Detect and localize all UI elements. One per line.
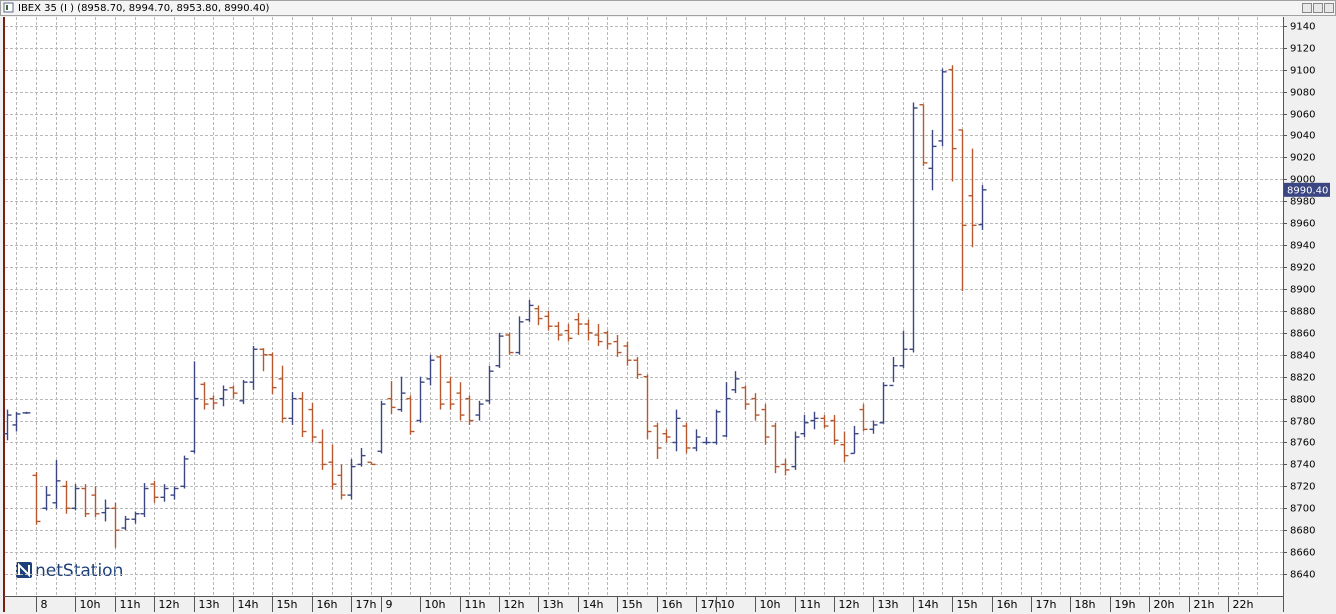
last-price-label: 8990.40 bbox=[1287, 185, 1328, 196]
y-tick-label: 8700 bbox=[1290, 504, 1315, 515]
x-tick-label: 15h bbox=[277, 598, 298, 611]
y-tick-label: 8940 bbox=[1290, 241, 1315, 252]
x-tick-label: 13h bbox=[878, 598, 899, 611]
x-tick-label: 17h bbox=[701, 598, 722, 611]
x-tick-label: 15h bbox=[957, 598, 978, 611]
last-price-tag bbox=[1284, 182, 1330, 197]
x-tick-label: 11h bbox=[800, 598, 821, 611]
x-tick-label: 14h bbox=[238, 598, 259, 611]
x-tick-label: 11h bbox=[120, 598, 141, 611]
x-tick-label: 17h bbox=[1036, 598, 1057, 611]
x-tick-label: 10h bbox=[80, 598, 101, 611]
y-tick-label: 9080 bbox=[1290, 88, 1315, 99]
y-tick-label: 9060 bbox=[1290, 110, 1315, 121]
y-tick-label: 8900 bbox=[1290, 285, 1315, 296]
x-tick-label: 10h bbox=[425, 598, 446, 611]
x-tick-label: 12h bbox=[504, 598, 525, 611]
x-tick-label: 18h bbox=[1075, 598, 1096, 611]
x-tick-label: 13h bbox=[543, 598, 564, 611]
x-tick-label: 14h bbox=[918, 598, 939, 611]
y-tick-label: 8880 bbox=[1290, 307, 1315, 318]
y-tick-label: 8680 bbox=[1290, 526, 1315, 537]
minimize-button[interactable] bbox=[1302, 3, 1312, 13]
x-tick-label: 11h bbox=[465, 598, 486, 611]
x-tick-label: 12h bbox=[839, 598, 860, 611]
maximize-button[interactable] bbox=[1313, 3, 1323, 13]
x-tick-label: 12h bbox=[159, 598, 180, 611]
close-button[interactable] bbox=[1324, 3, 1334, 13]
y-tick-label: 9020 bbox=[1290, 153, 1315, 164]
y-tick-label: 8720 bbox=[1290, 482, 1315, 493]
y-tick-label: 9100 bbox=[1290, 66, 1315, 77]
y-tick-label: 8640 bbox=[1290, 570, 1315, 581]
x-tick-label: 20h bbox=[1154, 598, 1175, 611]
watermark-text: netStation bbox=[35, 561, 123, 581]
y-tick-label: 9040 bbox=[1290, 131, 1315, 142]
x-tick-label: 22h bbox=[1233, 598, 1254, 611]
window-icon bbox=[3, 2, 14, 13]
x-tick-label: 14h bbox=[583, 598, 604, 611]
y-tick-label: 8920 bbox=[1290, 263, 1315, 274]
plot-area bbox=[4, 17, 1283, 596]
x-tick-label: 16h bbox=[662, 598, 683, 611]
watermark-logo-n bbox=[18, 562, 30, 578]
x-tick-label: 10 bbox=[721, 598, 735, 611]
chart-title: IBEX 35 (I ) (8958.70, 8994.70, 8953.80,… bbox=[18, 3, 270, 14]
y-tick-label: 8760 bbox=[1290, 438, 1315, 449]
x-tick-label: 8 bbox=[41, 598, 48, 611]
x-tick-label: 10h bbox=[760, 598, 781, 611]
x-tick-label: 13h bbox=[199, 598, 220, 611]
x-tick-label: 19h bbox=[1115, 598, 1136, 611]
y-tick-label: 8860 bbox=[1290, 329, 1315, 340]
x-tick-label: 15h bbox=[622, 598, 643, 611]
y-tick-label: 9000 bbox=[1290, 175, 1315, 186]
x-tick-label: 16h bbox=[317, 598, 338, 611]
y-tick-label: 8840 bbox=[1290, 351, 1315, 362]
window-icon-mark bbox=[6, 5, 8, 10]
x-tick-label: 21h bbox=[1194, 598, 1215, 611]
y-tick-label: 8800 bbox=[1290, 395, 1315, 406]
y-tick-label: 9140 bbox=[1290, 22, 1315, 33]
x-tick-label: 16h bbox=[997, 598, 1018, 611]
y-tick-label: 8980 bbox=[1290, 197, 1315, 208]
y-tick-label: 8740 bbox=[1290, 460, 1315, 471]
y-tick-label: 9120 bbox=[1290, 44, 1315, 55]
y-tick-label: 8960 bbox=[1290, 219, 1315, 230]
y-tick-label: 8780 bbox=[1290, 417, 1315, 428]
y-tick-label: 8820 bbox=[1290, 373, 1315, 384]
x-tick-label: 17h bbox=[356, 598, 377, 611]
x-tick-label: 9 bbox=[386, 598, 393, 611]
y-tick-label: 8660 bbox=[1290, 548, 1315, 559]
